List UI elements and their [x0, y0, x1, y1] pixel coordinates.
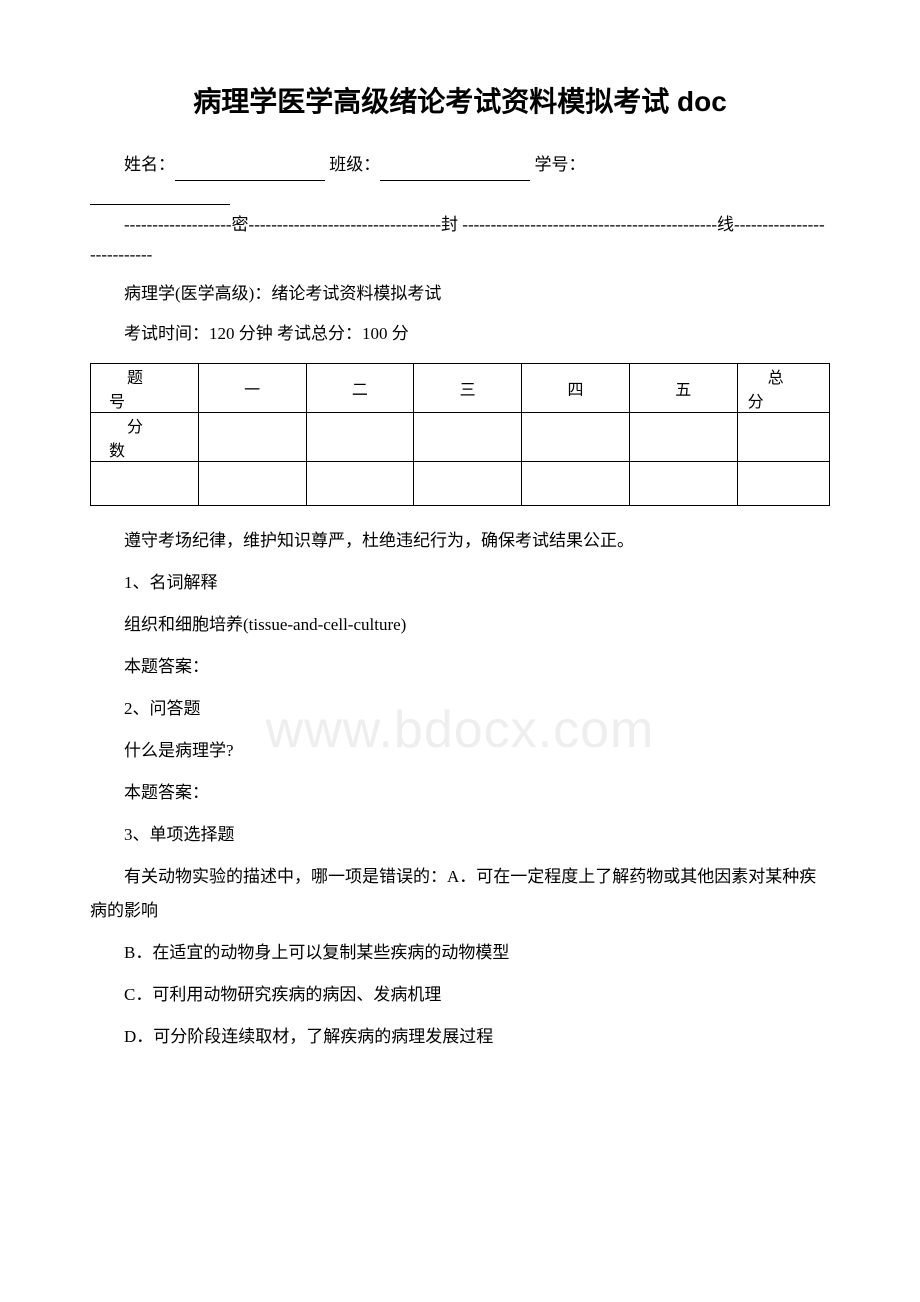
id-blank[interactable] [90, 189, 230, 205]
q3-option-b: B．在适宜的动物身上可以复制某些疾病的动物模型 [90, 936, 830, 970]
class-blank[interactable] [380, 164, 530, 181]
name-blank[interactable] [175, 164, 325, 181]
col-2: 二 [306, 363, 414, 412]
empty-cell [414, 461, 522, 505]
score-cell[interactable] [414, 412, 522, 461]
col-4: 四 [522, 363, 630, 412]
col-1: 一 [198, 363, 306, 412]
empty-cell [522, 461, 630, 505]
q1-answer-label: 本题答案： [90, 650, 830, 684]
q2-number: 2、问答题 [90, 692, 830, 726]
empty-cell [629, 461, 737, 505]
document-title: 病理学医学高级绪论考试资料模拟考试 doc [90, 80, 830, 120]
score-cell[interactable] [306, 412, 414, 461]
score-label-cell: 分 数 [91, 412, 199, 461]
score-cell[interactable] [629, 412, 737, 461]
student-info-line: 姓名： 班级： 学号： [90, 150, 830, 181]
q1-number: 1、名词解释 [90, 566, 830, 600]
total-header: 总 分 [737, 363, 829, 412]
q3-stem: 有关动物实验的描述中，哪一项是错误的：A．可在一定程度上了解药物或其他因素对某种… [90, 860, 830, 928]
document-body: 病理学医学高级绪论考试资料模拟考试 doc 姓名： 班级： 学号： ------… [90, 80, 830, 1054]
exam-notice: 遵守考场纪律，维护知识尊严，杜绝违纪行为，确保考试结果公正。 [90, 524, 830, 558]
id-label: 学号： [535, 155, 586, 174]
table-row: 题 号 一 二 三 四 五 总 分 [91, 363, 830, 412]
table-row [91, 461, 830, 505]
total-score-cell[interactable] [737, 412, 829, 461]
q3-option-d: D．可分阶段连续取材，了解疾病的病理发展过程 [90, 1020, 830, 1054]
empty-cell [306, 461, 414, 505]
q1-text: 组织和细胞培养(tissue-and-cell-culture) [90, 608, 830, 642]
score-table: 题 号 一 二 三 四 五 总 分 分 数 [90, 363, 830, 506]
class-label: 班级： [329, 155, 380, 174]
col-5: 五 [629, 363, 737, 412]
id-blank-line [90, 189, 830, 210]
empty-label-cell [91, 461, 199, 505]
q3-option-c: C．可利用动物研究疾病的病因、发病机理 [90, 978, 830, 1012]
score-cell[interactable] [522, 412, 630, 461]
q3-number: 3、单项选择题 [90, 818, 830, 852]
name-label: 姓名： [124, 155, 175, 174]
empty-cell [737, 461, 829, 505]
table-row: 分 数 [91, 412, 830, 461]
seal-divider: -------------------密--------------------… [90, 210, 830, 271]
subtitle: 病理学(医学高级)：绪论考试资料模拟考试 [90, 277, 830, 311]
score-cell[interactable] [198, 412, 306, 461]
col-3: 三 [414, 363, 522, 412]
header-label-cell: 题 号 [91, 363, 199, 412]
q2-answer-label: 本题答案： [90, 776, 830, 810]
empty-cell [198, 461, 306, 505]
exam-info: 考试时间：120 分钟 考试总分：100 分 [90, 317, 830, 351]
q2-text: 什么是病理学? [90, 734, 830, 768]
